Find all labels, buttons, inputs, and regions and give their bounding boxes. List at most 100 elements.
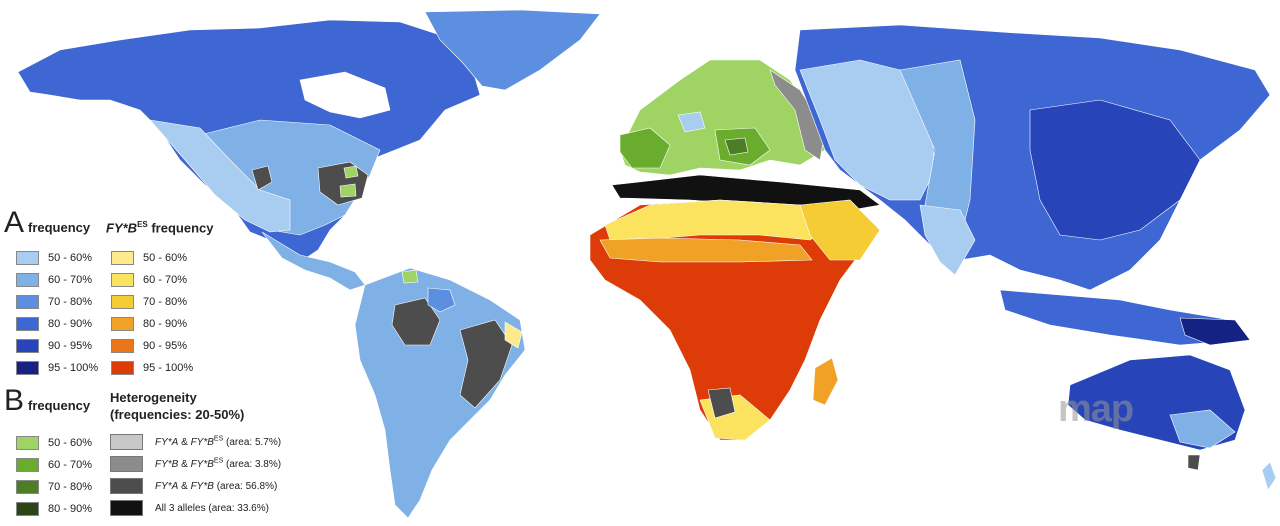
scandinavia-het-edge <box>769 69 826 161</box>
south-america-a3-patch <box>427 287 456 313</box>
legend-b-item-4: 80 - 90% <box>16 501 92 517</box>
legend-a-item-4-swatch <box>16 317 39 331</box>
legend-het-item-4-swatch <box>110 500 143 516</box>
legend-a-item-5-label: 90 - 95% <box>48 340 93 352</box>
legend-a-item-4: 80 - 90% <box>16 316 92 332</box>
legend-b-item-1: 50 - 60% <box>16 435 92 451</box>
legend-a-item-5-swatch <box>16 339 39 353</box>
legend-bes-item-2: 60 - 70% <box>111 272 187 288</box>
legend-b-item-3-swatch <box>16 480 39 494</box>
greenland <box>424 9 601 91</box>
europe-dark-green <box>619 127 671 169</box>
legend-b-left-title: frequency <box>28 398 91 413</box>
north-africa-het-band <box>611 174 881 213</box>
legend-bes-item-6-label: 95 - 100% <box>143 362 194 374</box>
legend-b-item-3-label: 70 - 80% <box>48 481 93 493</box>
new-zealand <box>1261 461 1277 491</box>
legend-het-item-2: FY*B & FY*BES (area: 3.8%) <box>110 456 281 472</box>
legend-a-item-2: 60 - 70% <box>16 272 92 288</box>
legend-a-item-2-swatch <box>16 273 39 287</box>
legend-bes-item-4-swatch <box>111 317 134 331</box>
legend-het-item-3-label: FY*A & FY*B (area: 56.8%) <box>155 480 278 492</box>
legend-het-item-3-swatch <box>110 478 143 494</box>
legend-b-item-3: 70 - 80% <box>16 479 92 495</box>
south-america-bes-patch <box>504 321 523 349</box>
legend-bes-item-1: 50 - 60% <box>111 250 187 266</box>
legend-bes-item-6-swatch <box>111 361 134 375</box>
legend-a-item-3-label: 70 - 80% <box>48 296 93 308</box>
legend-bes-item-2-swatch <box>111 273 134 287</box>
legend-b-item-4-swatch <box>16 502 39 516</box>
legend-bes-item-3-label: 70 - 80% <box>143 296 188 308</box>
legend-het-item-1: FY*A & FY*BES (area: 5.7%) <box>110 434 281 450</box>
legend-bes-item-5-label: 90 - 95% <box>143 340 188 352</box>
africa-orange-band <box>599 237 813 263</box>
hudson-bay <box>299 71 391 119</box>
north-america-b-patch <box>343 165 359 179</box>
legend-het-item-1-swatch <box>110 434 143 450</box>
legend-a-item-3-swatch <box>16 295 39 309</box>
legend-bes-item-1-label: 50 - 60% <box>143 252 188 264</box>
legend-a-letter: A <box>4 206 25 239</box>
north-america-het-patch-2 <box>251 165 273 191</box>
asia-east-dark <box>1029 99 1201 241</box>
legend-a-item-1: 50 - 60% <box>16 250 92 266</box>
legend-b-item-1-label: 50 - 60% <box>48 437 93 449</box>
legend-bes-item-5-swatch <box>111 339 134 353</box>
tasmania <box>1187 454 1201 471</box>
legend-a-item-1-swatch <box>16 251 39 265</box>
south-america-het-east <box>459 319 513 409</box>
legend-b-letter: B <box>4 384 25 417</box>
legend-het-item-2-swatch <box>110 456 143 472</box>
legend-b-item-2-label: 60 - 70% <box>48 459 93 471</box>
europe-darker-core <box>724 137 749 156</box>
legend-b-item-2-swatch <box>16 458 39 472</box>
europe-blue-patch <box>677 111 706 133</box>
legend-a-item-6-swatch <box>16 361 39 375</box>
south-america-het-north <box>391 297 441 346</box>
legend-het-item-2-label: FY*B & FY*BES (area: 3.8%) <box>155 457 282 471</box>
arabia-yellow <box>799 199 881 261</box>
legend-het-item-4-label: All 3 alleles (area: 33.6%) <box>155 502 269 514</box>
legend-bes-item-5: 90 - 95% <box>111 338 187 354</box>
legend-a-item-1-label: 50 - 60% <box>48 252 93 264</box>
legend-a-left-title: frequency <box>28 220 91 235</box>
legend-het-item-1-label: FY*A & FY*BES (area: 5.7%) <box>155 435 282 449</box>
new-guinea <box>1179 317 1251 346</box>
legend-b-item-4-label: 80 - 90% <box>48 503 93 515</box>
legend-a-right-sup: ES <box>137 220 148 229</box>
north-america-south-band <box>149 119 291 233</box>
legend-bes-item-4-label: 80 - 90% <box>143 318 188 330</box>
madagascar <box>812 357 839 406</box>
southern-africa-het <box>707 387 736 419</box>
legend-bes-item-1-swatch <box>111 251 134 265</box>
legend-a-item-2-label: 60 - 70% <box>48 274 93 286</box>
central-america <box>261 231 366 291</box>
legend-bes-item-3: 70 - 80% <box>111 294 187 310</box>
legend-bes-item-3-swatch <box>111 295 134 309</box>
europe-landmass <box>619 59 826 176</box>
legend-a-item-6: 95 - 100% <box>16 360 98 376</box>
legend-b-item-1-swatch <box>16 436 39 450</box>
legend-a-right-rest: frequency <box>147 220 214 236</box>
legend-a-right-title: FY*BES frequency <box>106 220 213 235</box>
legend-b-het-title: Heterogeneity <box>110 390 197 405</box>
watermark-logo: map <box>1058 388 1134 430</box>
asia-light-west <box>799 59 936 201</box>
legend-het-item-3: FY*A & FY*B (area: 56.8%) <box>110 478 277 494</box>
legend-a-right-allele: FY*B <box>106 220 138 236</box>
south-america-b-patch <box>401 269 419 284</box>
legend-a-item-4-label: 80 - 90% <box>48 318 93 330</box>
india-light <box>919 204 976 276</box>
legend-b-het-subtitle: (frequencies: 20-50%) <box>110 407 245 422</box>
legend-bes-item-6: 95 - 100% <box>111 360 193 376</box>
australia-se-light <box>1169 409 1236 449</box>
legend-a-item-3: 70 - 80% <box>16 294 92 310</box>
legend-a-item-6-label: 95 - 100% <box>48 362 99 374</box>
legend-het-item-4: All 3 alleles (area: 33.6%) <box>110 500 269 516</box>
legend-bes-item-4: 80 - 90% <box>111 316 187 332</box>
legend-a-item-5: 90 - 95% <box>16 338 92 354</box>
north-america-b-patch-2 <box>339 183 357 198</box>
legend-bes-item-2-label: 60 - 70% <box>143 274 188 286</box>
